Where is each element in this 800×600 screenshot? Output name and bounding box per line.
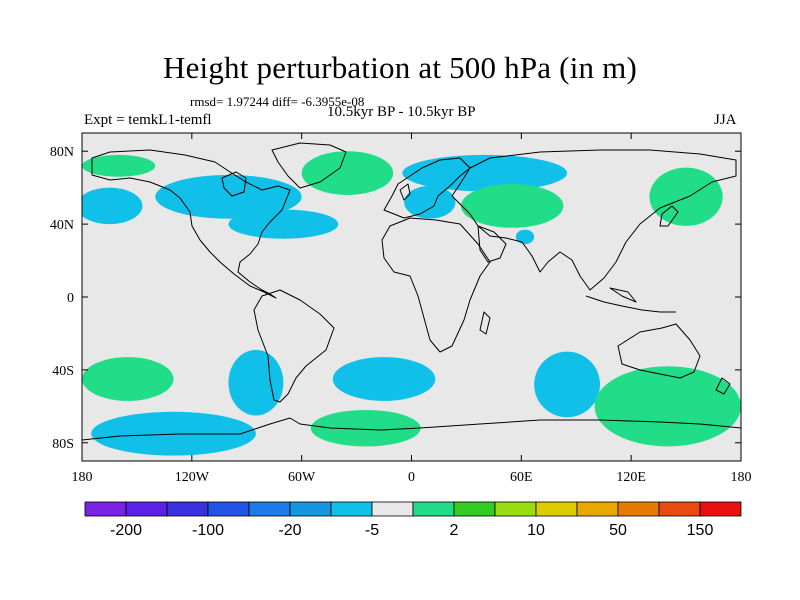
x-tick-label: 180 bbox=[731, 470, 752, 485]
stats-line: rmsd= 1.97244 diff= -6.3955e-08 bbox=[190, 94, 365, 109]
coast-hudson-bay bbox=[221, 171, 247, 197]
colorbar-label: -100 bbox=[192, 522, 224, 539]
coast-new-zealand bbox=[715, 377, 731, 395]
colorbar-swatch bbox=[453, 501, 496, 517]
x-tick-label: 60E bbox=[510, 470, 533, 485]
coast-greenland bbox=[271, 142, 347, 189]
anomaly-scandinavia-siberia-negative bbox=[402, 154, 568, 192]
anomaly-arabia-negative bbox=[515, 229, 535, 245]
colorbar-swatch bbox=[576, 501, 619, 517]
colorbar-label: 50 bbox=[609, 522, 627, 539]
x-tick-label: 0 bbox=[408, 470, 415, 485]
colorbar-label: -200 bbox=[110, 522, 142, 539]
coast-north-america bbox=[91, 149, 291, 299]
anomaly-indian-ocean-negative bbox=[534, 351, 601, 418]
coast-africa bbox=[381, 217, 491, 353]
y-tick-label: 40S bbox=[52, 364, 74, 379]
plot-title: Height perturbation at 500 hPa (in m) bbox=[162, 50, 638, 85]
colorbar: -200 -100 -20 -5 2 10 50 150 bbox=[84, 501, 742, 539]
anomaly-south-america-negative bbox=[228, 349, 284, 416]
anomaly-layer bbox=[82, 151, 741, 456]
anomaly-n-atlantic-negative bbox=[228, 209, 339, 239]
colorbar-swatch bbox=[617, 501, 660, 517]
anomaly-n-pacific-east-negative bbox=[82, 187, 143, 225]
colorbar-swatch bbox=[289, 501, 332, 517]
anomaly-n-atlantic-greenland-positive bbox=[301, 151, 394, 195]
colorbar-swatch bbox=[248, 501, 291, 517]
anomaly-australia-south-positive bbox=[594, 366, 741, 447]
colorbar-label: 2 bbox=[450, 522, 459, 539]
colorbar-label: -5 bbox=[365, 522, 379, 539]
x-tick-label: 180 bbox=[72, 470, 93, 485]
colorbar-swatch bbox=[207, 501, 250, 517]
x-tick-label: 120W bbox=[175, 470, 210, 485]
anomaly-arctic-positive-west bbox=[82, 154, 156, 177]
colorbar-swatch bbox=[371, 501, 414, 517]
axis-ticks: 180 120W 60W 0 60E 120E 180 80N 40N 0 40S 80S bbox=[50, 133, 752, 485]
anomaly-central-asia-positive bbox=[460, 184, 564, 228]
colorbar-swatch bbox=[125, 501, 168, 517]
coast-arabia bbox=[477, 225, 507, 263]
colorbar-swatch bbox=[494, 501, 537, 517]
coast-japan bbox=[659, 205, 679, 227]
y-tick-label: 80S bbox=[52, 437, 74, 452]
x-tick-label: 60W bbox=[288, 470, 316, 485]
experiment-label: Expt = temkL1-temfl bbox=[84, 112, 212, 128]
colorbar-swatch bbox=[166, 501, 209, 517]
coast-south-america bbox=[253, 289, 335, 403]
anomaly-north-america-negative bbox=[155, 174, 302, 219]
colorbar-label: 150 bbox=[687, 522, 714, 539]
colorbar-swatch bbox=[330, 501, 373, 517]
coast-indonesia bbox=[585, 287, 676, 313]
y-tick-label: 80N bbox=[50, 145, 74, 160]
anomaly-antarctic-atlantic-positive bbox=[310, 409, 421, 447]
y-tick-label: 40N bbox=[50, 218, 74, 233]
anomaly-s-atlantic-negative bbox=[332, 357, 436, 401]
colorbar-swatch bbox=[699, 501, 742, 517]
coast-uk bbox=[399, 183, 411, 201]
x-tick-label: 120E bbox=[616, 470, 646, 485]
colorbar-swatch bbox=[412, 501, 455, 517]
coast-madagascar bbox=[479, 311, 491, 335]
period-label: 10.5kyr BP - 10.5kyr BP bbox=[327, 104, 476, 120]
season-label: JJA bbox=[714, 112, 737, 128]
anomaly-s-pacific-positive bbox=[82, 357, 174, 401]
anomaly-s-pacific-south-negative bbox=[91, 411, 256, 456]
colorbar-label: -20 bbox=[278, 522, 301, 539]
colorbar-label: 10 bbox=[527, 522, 545, 539]
colorbar-swatch bbox=[535, 501, 578, 517]
y-tick-label: 0 bbox=[67, 291, 74, 306]
anomaly-n-pacific-west-positive bbox=[649, 167, 723, 226]
coast-antarctica bbox=[82, 417, 741, 441]
colorbar-swatch bbox=[658, 501, 701, 517]
coastlines bbox=[82, 142, 741, 441]
anomaly-europe-negative bbox=[404, 185, 456, 219]
colorbar-swatch bbox=[84, 501, 127, 517]
coast-australia bbox=[617, 323, 701, 379]
